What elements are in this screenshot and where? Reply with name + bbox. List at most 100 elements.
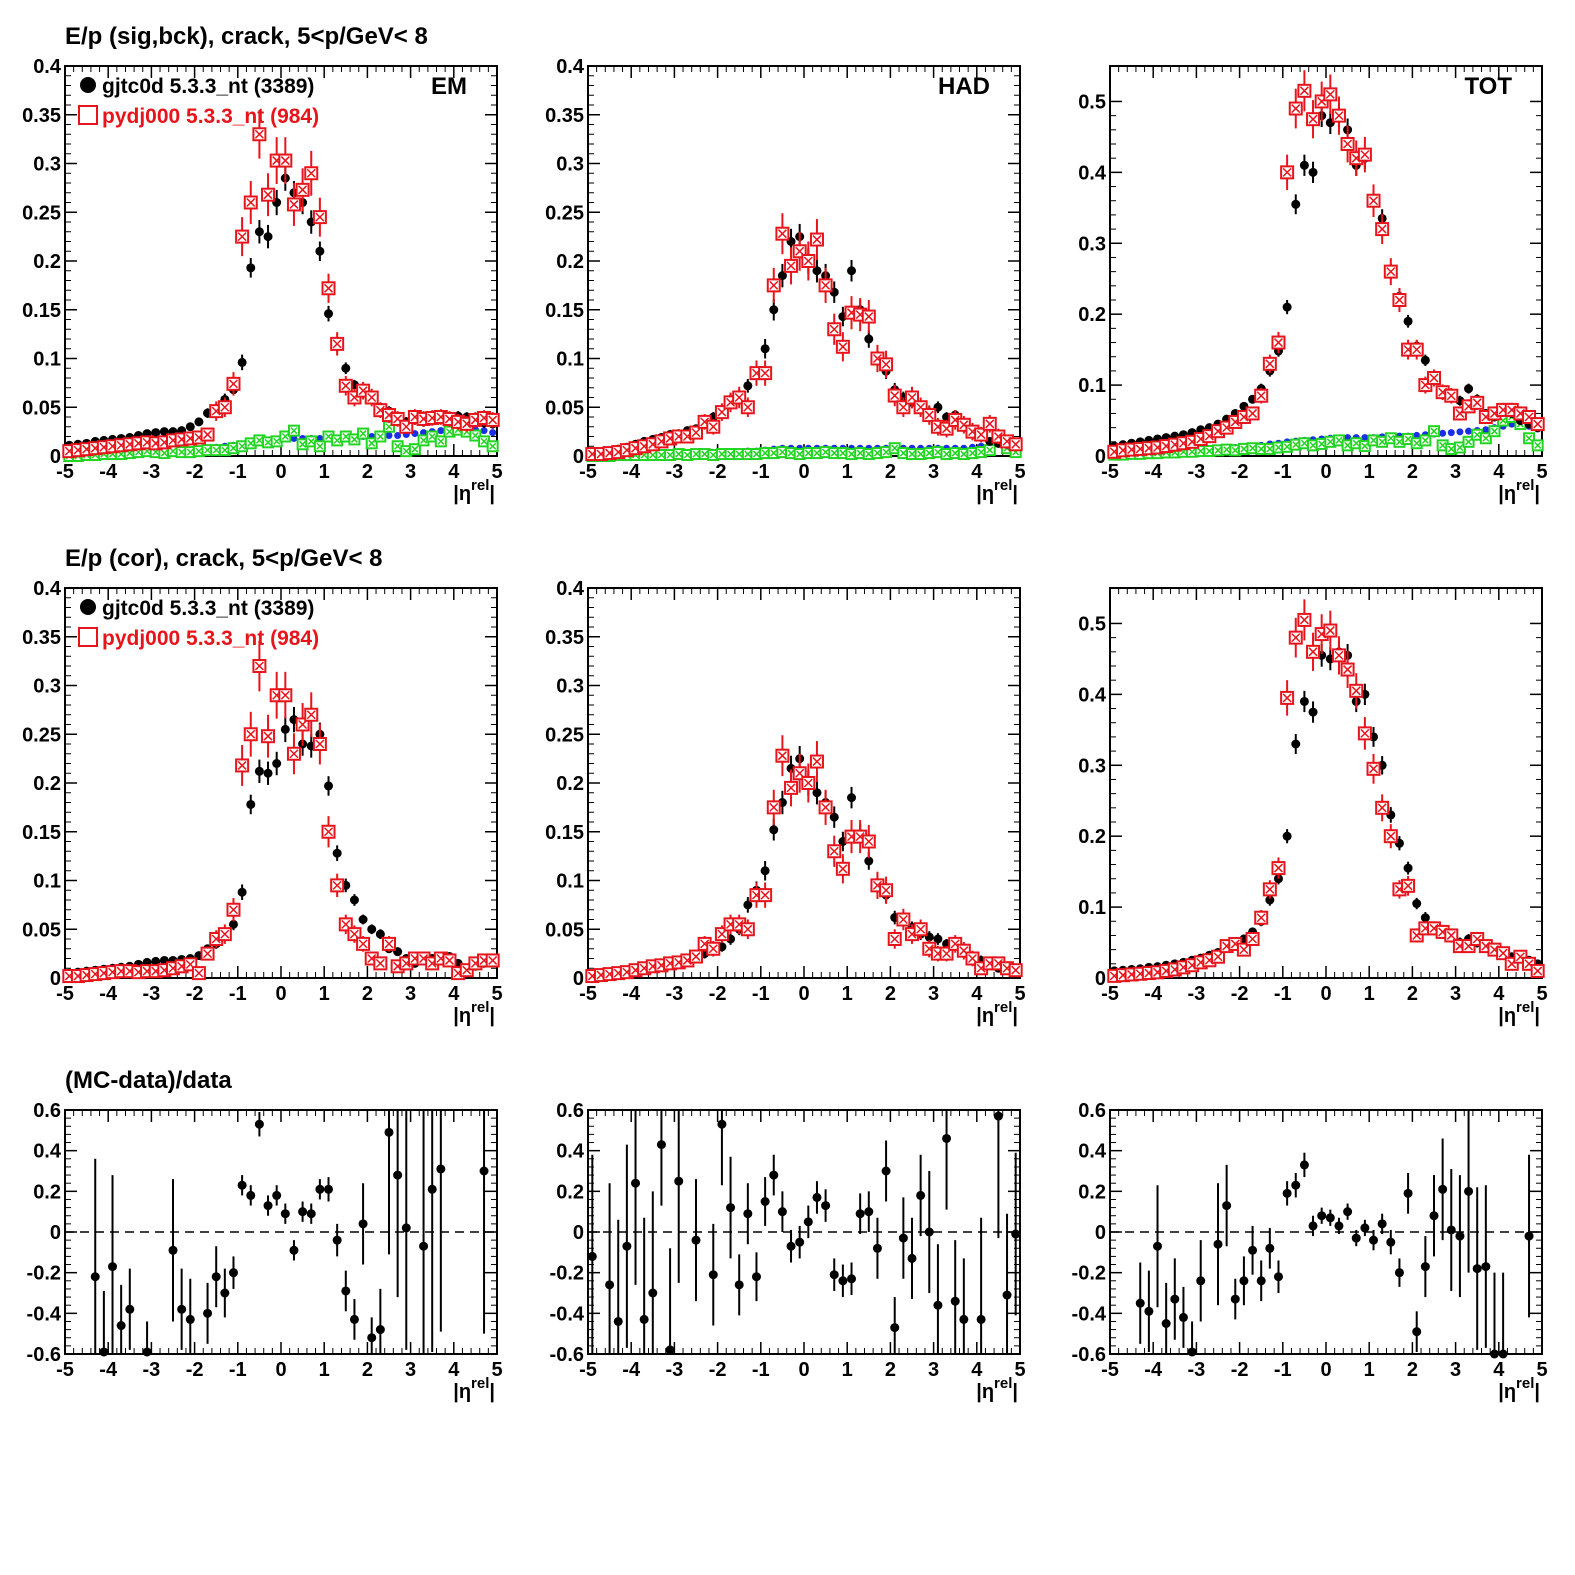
mc-point-cross: [255, 436, 263, 444]
data-point: [907, 1253, 917, 1263]
x-tick-label: -4: [622, 461, 641, 483]
mc-point-cross: [1266, 445, 1274, 453]
mc-point-cross: [898, 914, 908, 925]
data-point: [795, 1237, 805, 1247]
bck-point: [437, 427, 445, 435]
data-point: [1420, 913, 1430, 923]
series-mc: [1107, 70, 1545, 459]
data-point: [280, 724, 290, 734]
x-tick-label: 4: [1493, 461, 1505, 483]
x-axis-label-main: |η: [976, 1381, 994, 1403]
data-point: [847, 1274, 857, 1284]
data-point: [315, 246, 325, 256]
mc-point-cross: [1239, 945, 1249, 955]
x-axis-label-sup: rel: [994, 1375, 1012, 1392]
data-point: [332, 848, 342, 858]
mc-point-cross: [890, 391, 900, 401]
mc-point-cross: [264, 438, 272, 446]
mc-point-cross: [821, 802, 831, 812]
mc-point-cross: [804, 449, 812, 457]
mc-point-cross: [813, 449, 821, 457]
series-mc: [62, 109, 500, 459]
x-axis-label-sup: rel: [1516, 999, 1534, 1016]
mc-point-cross: [1214, 446, 1222, 454]
x-axis-label: |ηrel|: [976, 999, 1018, 1027]
data-point: [1170, 1294, 1180, 1304]
x-tick-label: -5: [56, 1359, 74, 1381]
y-tick-label: 0.2: [33, 251, 61, 273]
mc-point-cross: [743, 924, 753, 934]
mc-point-cross: [247, 439, 255, 447]
data-point: [864, 334, 874, 344]
data-point: [812, 788, 822, 798]
mc-point-cross: [1499, 417, 1507, 425]
data-point: [1282, 831, 1292, 841]
mc-point-cross: [847, 450, 856, 458]
mc-point-cross: [341, 381, 351, 391]
data-point: [829, 1270, 839, 1280]
y-tick-label: 0.05: [545, 397, 584, 419]
x-tick-label: -2: [1231, 461, 1249, 483]
data-point: [777, 271, 787, 281]
mc-point-cross: [708, 944, 718, 954]
y-tick-label: 0.1: [556, 349, 584, 371]
mc-point-cross: [246, 729, 256, 739]
data-point: [1524, 1231, 1534, 1241]
mc-point-cross: [289, 199, 299, 209]
y-tick-label: 0.25: [545, 202, 584, 224]
mc-point-cross: [985, 419, 995, 429]
legend-label-data: gjtc0d 5.3.3_nt (3389): [102, 75, 314, 98]
x-tick-label: 3: [1450, 1359, 1461, 1381]
data-point: [375, 929, 385, 939]
y-tick-label: 0.1: [1078, 375, 1106, 397]
legend-marker-data: [80, 599, 96, 615]
y-tick-label: 0.6: [556, 1100, 584, 1122]
mc-point-cross: [358, 939, 368, 949]
mc-point-cross: [306, 168, 316, 178]
y-tick-label: 0.4: [33, 1141, 62, 1163]
x-tick-label: 0: [275, 461, 286, 483]
mc-point-cross: [195, 447, 203, 455]
x-tick-label: -4: [1144, 983, 1163, 1005]
mc-point-cross: [471, 431, 479, 440]
data-point: [622, 1241, 632, 1251]
x-axis-label-main: |η: [976, 1005, 994, 1027]
mc-point-cross: [221, 446, 229, 454]
bck-point: [480, 427, 488, 435]
mc-point-cross: [734, 392, 744, 403]
data-point: [349, 1314, 359, 1324]
x-tick-label: -3: [1188, 983, 1206, 1005]
y-tick-label: 0.25: [22, 202, 61, 224]
mc-point-cross: [1334, 111, 1344, 121]
mc-point-cross: [1446, 930, 1456, 940]
x-axis-label-main: |η: [453, 1005, 471, 1027]
mc-point-cross: [881, 359, 891, 369]
x-axis-label-main: |η: [453, 483, 471, 505]
x-axis-label: |ηrel|: [453, 999, 495, 1027]
mc-point-cross: [394, 442, 402, 450]
x-tick-label: -5: [1101, 1359, 1119, 1381]
x-axis-label-close: |: [1012, 483, 1018, 505]
mc-point-cross: [332, 880, 342, 890]
mc-point-cross: [1205, 447, 1213, 455]
data-point: [691, 1235, 701, 1245]
mc-point-cross: [1325, 89, 1335, 99]
mc-point-cross: [1404, 435, 1412, 443]
legend-label-mc: pydj000 5.3.3_nt (984): [102, 627, 319, 650]
mc-point-cross: [1387, 434, 1395, 442]
mc-point-cross: [212, 446, 220, 454]
data-point: [1248, 1245, 1258, 1255]
x-tick-label: 3: [1450, 461, 1461, 483]
data-point: [90, 1272, 100, 1282]
data-point: [1420, 1262, 1430, 1272]
mc-point-cross: [1300, 439, 1308, 447]
mc-point-cross: [1291, 633, 1301, 643]
mc-point-cross: [237, 232, 247, 242]
y-tick-label: 0.25: [545, 724, 584, 746]
mc-point-cross: [1361, 442, 1369, 450]
mc-point-cross: [1283, 443, 1291, 451]
mc-point-cross: [968, 449, 977, 457]
data-point: [1308, 167, 1318, 177]
x-tick-label: -3: [143, 461, 161, 483]
data-point: [436, 1164, 446, 1174]
